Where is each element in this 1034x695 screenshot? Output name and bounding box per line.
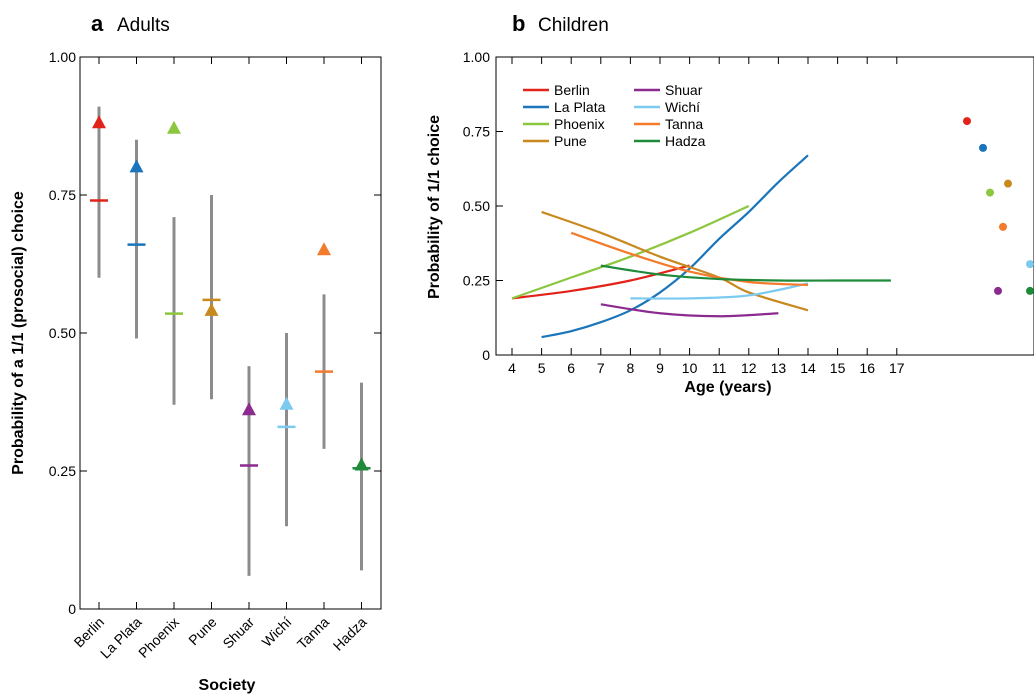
x-tick-label: 13 (771, 360, 787, 376)
y-tick-label: 0.25 (463, 273, 490, 289)
observed-triangle-hadza (354, 457, 369, 471)
x-tick-label: 4 (508, 360, 516, 376)
x-tick-label: 12 (741, 360, 757, 376)
x-tick-label: 10 (682, 360, 698, 376)
observed-triangle-shuar (242, 402, 256, 416)
legend-label-la-plata: La Plata (554, 99, 606, 115)
series-line-la-plata (541, 154, 809, 339)
side-dot-berlin (963, 117, 971, 126)
x-tick-label: 11 (712, 360, 727, 376)
x-tick-label-pune: Pune (185, 614, 220, 649)
panel-b-y-axis-label: Probability of 1/1 choice (426, 115, 443, 299)
x-tick-label: 7 (597, 360, 605, 376)
panel-a-title: Adults (117, 15, 170, 36)
x-tick-label: 15 (830, 360, 846, 376)
observed-triangle-wich- (279, 396, 294, 410)
x-tick-label-tanna: Tanna (294, 614, 332, 652)
panel-a-x-axis-label: Society (199, 677, 256, 694)
panel-b-x-axis-label: Age (years) (684, 379, 771, 396)
x-tick-label: 17 (889, 360, 905, 376)
x-tick-label: 14 (800, 360, 816, 376)
observed-triangle-la-plata (129, 159, 144, 173)
observed-triangle-berlin (92, 115, 106, 129)
side-dot-hadza (1026, 286, 1034, 295)
legend-label-wich-: Wichí (665, 99, 700, 115)
legend-label-shuar: Shuar (665, 82, 703, 98)
legend-label-pune: Pune (554, 133, 587, 149)
series-line-wich- (630, 282, 809, 300)
y-tick-label: 1.00 (49, 49, 76, 65)
observed-triangle-pune (204, 302, 219, 316)
y-tick-label: 0.50 (463, 198, 490, 214)
series-line-shuar (600, 303, 779, 318)
series-line-berlin (511, 264, 690, 300)
panel-a-plot-frame (79, 56, 382, 610)
legend-label-berlin: Berlin (554, 82, 590, 98)
observed-triangle-phoenix (167, 120, 181, 134)
panel-b-x-ticks: 4 5 6 7 8 9 10 11 12 13 14 15 16 17 (508, 57, 905, 376)
panel-b-letter: b (512, 11, 525, 36)
x-tick-label-shuar: Shuar (219, 614, 257, 652)
y-tick-label: 1.00 (463, 49, 490, 65)
panel-a-y-ticks: 0 0.25 0.50 0.75 1.00 (49, 49, 381, 617)
side-dot-wich- (1026, 260, 1034, 269)
panel-b-title: Children (538, 15, 609, 36)
series-line-hadza (600, 264, 891, 282)
series-line-pune (541, 210, 809, 312)
panel-b-marks (511, 117, 1034, 339)
side-dot-la-plata (979, 143, 987, 152)
legend-label-phoenix: Phoenix (554, 116, 605, 132)
x-tick-label-hadza: Hadza (330, 614, 370, 654)
side-dot-phoenix (986, 188, 994, 197)
y-tick-label: 0.75 (49, 187, 76, 203)
side-dot-tanna (999, 222, 1007, 231)
legend-label-hadza: Hadza (665, 133, 706, 149)
x-tick-label-la-plata: La Plata (97, 614, 145, 662)
panel-a-y-axis-label: Probability of a 1/1 (prosocial) choice (10, 191, 27, 475)
side-dot-pune (1004, 179, 1012, 188)
x-tick-label-phoenix: Phoenix (135, 614, 182, 661)
x-tick-label: 6 (567, 360, 575, 376)
observed-triangle-tanna (317, 242, 331, 256)
series-line-phoenix (511, 204, 750, 300)
y-tick-label: 0 (482, 347, 490, 363)
y-tick-label: 0.50 (49, 325, 76, 341)
panel-b-y-ticks: 0 0.25 0.50 0.75 1.00 (463, 49, 503, 363)
y-tick-label: 0.75 (463, 124, 490, 140)
legend-label-tanna: Tanna (665, 116, 703, 132)
panel-a-letter: a (91, 11, 104, 36)
x-tick-label: 16 (859, 360, 875, 376)
x-tick-label-wich-: Wichí (259, 614, 295, 650)
x-tick-label: 5 (538, 360, 546, 376)
y-tick-label: 0 (68, 601, 76, 617)
x-tick-label: 9 (656, 360, 664, 376)
panel-a-marks (90, 106, 371, 576)
y-tick-label: 0.25 (49, 463, 76, 479)
x-tick-label: 8 (627, 360, 635, 376)
side-dot-shuar (994, 286, 1002, 295)
series-line-tanna (570, 231, 809, 287)
